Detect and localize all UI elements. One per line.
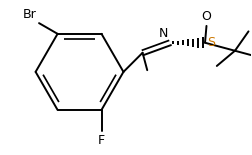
Text: F: F	[98, 134, 105, 147]
Text: S: S	[207, 36, 215, 49]
Text: Br: Br	[23, 8, 37, 21]
Text: O: O	[202, 10, 211, 23]
Text: N: N	[159, 27, 168, 40]
